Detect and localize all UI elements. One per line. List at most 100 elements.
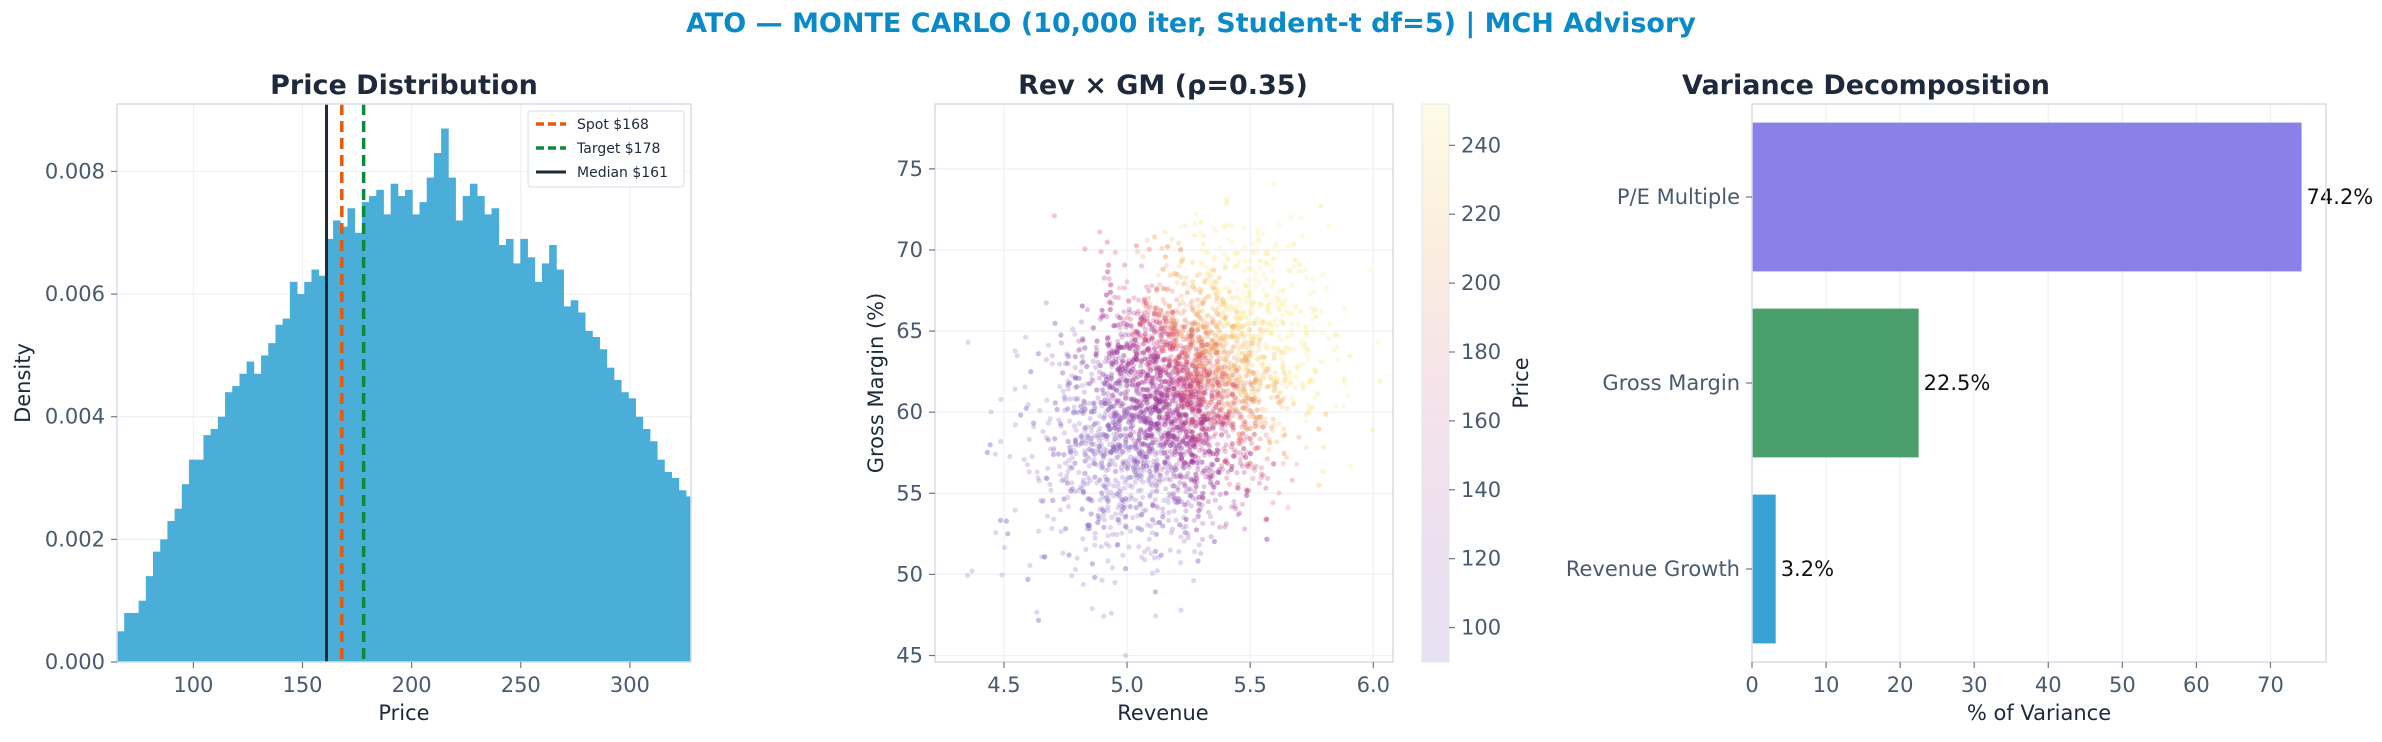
scatter-point [1197, 289, 1203, 295]
scatter-point [1230, 278, 1237, 284]
scatter-point [1114, 347, 1120, 353]
scatter-point [1180, 257, 1186, 263]
scatter-point [1242, 315, 1248, 321]
scatter-point [1118, 331, 1124, 337]
scatter-point [1237, 450, 1243, 456]
scatter-point [1174, 408, 1181, 414]
scatter-point [1145, 405, 1151, 411]
scatter-point [1161, 356, 1167, 362]
scatter-point [1208, 328, 1214, 334]
scatter-point [1062, 460, 1068, 466]
scatter-point [1212, 431, 1219, 437]
scatter-point [1192, 453, 1198, 459]
scatter-point [1123, 652, 1129, 659]
variance-bar [1752, 494, 1776, 644]
scatter-point [1202, 383, 1208, 389]
scatter-point [1139, 341, 1146, 347]
scatter-point [1081, 448, 1088, 454]
scatter-point [1263, 248, 1270, 254]
scatter-point [1120, 358, 1126, 364]
scatter-point [1209, 337, 1215, 343]
scatter-point [1204, 321, 1210, 327]
scatter-point [1228, 348, 1234, 354]
scatter-point [1005, 531, 1011, 537]
scatter-point [1012, 422, 1019, 428]
scatter-point [1221, 313, 1227, 319]
colorbar-label: Price [1509, 357, 1533, 408]
scatter-point [1175, 473, 1181, 479]
scatter-point [1196, 309, 1202, 315]
scatter-point [1093, 364, 1099, 370]
scatter-point [1039, 499, 1046, 505]
scatter-point [1289, 395, 1295, 401]
scatter-point [1193, 496, 1199, 502]
scatter-point [1145, 372, 1151, 378]
scatter-point [1078, 434, 1084, 440]
scatter-point [1112, 411, 1118, 417]
scatter-point [1190, 459, 1196, 465]
scatter-point [1137, 445, 1143, 451]
scatter-point [1225, 392, 1231, 398]
scatter-point [1118, 442, 1124, 448]
scatter-point [1229, 399, 1235, 406]
scatter-point [1167, 334, 1173, 340]
scatter-point [1167, 373, 1173, 379]
scatter-point [1118, 344, 1125, 350]
scatter-point [1238, 438, 1244, 444]
scatter-point [1119, 403, 1125, 409]
scatter-point [1190, 321, 1196, 327]
scatter-point [1066, 444, 1072, 450]
scatter-point [1141, 393, 1147, 399]
scatter-point [1159, 358, 1166, 364]
scatter-point [1096, 449, 1102, 455]
scatter-point [1170, 491, 1176, 497]
scatter-point [1173, 442, 1179, 448]
scatter-point [1117, 383, 1123, 389]
scatter-point [1185, 531, 1191, 537]
scatter-point [1069, 573, 1075, 579]
scatter-point [1124, 363, 1130, 369]
scatter-point [1241, 388, 1247, 394]
scatter-point [1132, 338, 1138, 344]
scatter-point [1281, 378, 1287, 384]
scatter-point [1140, 416, 1146, 422]
scatter-point [1155, 343, 1161, 349]
scatter-point [1222, 524, 1228, 530]
scatter-point [1255, 342, 1261, 348]
scatter-point [1138, 263, 1144, 269]
scatter-point [1168, 419, 1174, 425]
scatter-point [1201, 413, 1207, 419]
scatter-point [1114, 346, 1120, 352]
scatter-point [1199, 349, 1205, 355]
scatter-point [1114, 531, 1120, 538]
scatter-point [1253, 397, 1260, 403]
scatter-point [1121, 502, 1127, 508]
scatter-point [1167, 442, 1173, 449]
scatter-point [1146, 475, 1152, 482]
scatter-point [1190, 284, 1196, 290]
scatter-point [1261, 272, 1267, 278]
scatter-point [1144, 387, 1150, 393]
scatter-y-tick-label: 50 [896, 562, 923, 586]
scatter-point [1174, 333, 1180, 339]
scatter-point [1162, 325, 1168, 331]
scatter-point [1199, 459, 1205, 465]
scatter-point [1147, 450, 1153, 456]
scatter-point [1171, 433, 1177, 439]
scatter-point [1044, 513, 1051, 519]
scatter-point [1204, 416, 1210, 423]
scatter-point [1197, 447, 1203, 453]
scatter-point [1103, 476, 1110, 482]
scatter-point [1180, 412, 1186, 418]
scatter-point [1175, 309, 1181, 316]
scatter-point [1084, 526, 1090, 532]
scatter-point [1231, 400, 1237, 406]
scatter-point [1097, 447, 1103, 453]
scatter-point [1149, 517, 1155, 523]
scatter-point [1051, 445, 1057, 451]
scatter-point [1189, 477, 1195, 483]
scatter-point [1201, 367, 1207, 374]
scatter-point [1296, 262, 1302, 268]
scatter-point [1148, 333, 1154, 339]
scatter-point [1269, 330, 1275, 336]
